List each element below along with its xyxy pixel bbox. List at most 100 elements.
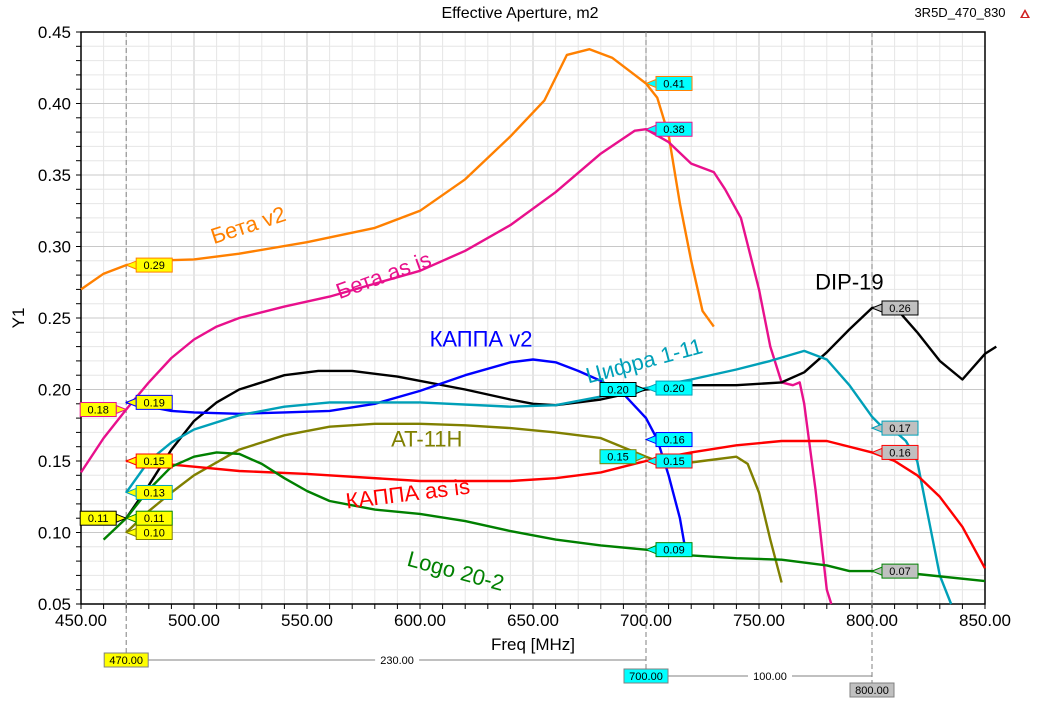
x-tick-label: 850.00	[959, 611, 1011, 630]
marker-readout: 0.17	[870, 420, 919, 436]
marker-readout: 0.41	[644, 75, 693, 91]
y-tick-label: 0.25	[38, 309, 71, 328]
x-tick-label: 650.00	[507, 611, 559, 630]
marker-readout: 0.07	[870, 563, 919, 579]
grid	[80, 31, 986, 605]
readout-box	[135, 453, 173, 469]
marker-readout: 0.19	[124, 394, 173, 410]
readout-value: 0.15	[607, 452, 628, 464]
y-tick-label: 0.30	[38, 238, 71, 257]
series-line	[79, 127, 833, 605]
readout-pointer	[644, 434, 657, 445]
tick-labels: 450.00 500.00 550.00 600.00 650.00 700.00 750.…	[38, 23, 1011, 630]
marker-readouts: 0.29 0.19 0.18 0.15 0.13 0.11 0.11 0.10 0.41 0.38…	[79, 75, 919, 579]
series-line	[125, 422, 783, 583]
readout-box	[881, 563, 919, 579]
chart-title: Effective Aperture, m2	[441, 5, 598, 22]
readout-value: 0.29	[143, 260, 164, 272]
marker-readout: 0.11	[124, 510, 173, 526]
y-tick-label: 0.35	[38, 166, 71, 185]
readout-value: 0.10	[143, 528, 164, 540]
x-tick-label: 600.00	[394, 611, 446, 630]
readout-value: 0.17	[889, 423, 910, 435]
readout-value: 0.07	[889, 566, 910, 578]
curve-label: DIP-19	[815, 269, 883, 294]
readout-pointer	[124, 260, 137, 270]
delta-label-bg	[375, 653, 420, 667]
x-tick-label: 550.00	[281, 611, 333, 630]
readout-pointer	[124, 456, 137, 466]
marker-deltas: 470.00 700.00 800.00 230.00 100.00	[103, 652, 895, 698]
marker-readout: 0.38	[644, 121, 693, 137]
readout-value: 0.20	[663, 383, 684, 395]
marker-readout: 0.09	[644, 542, 693, 558]
marker-readout: 0.16	[644, 432, 693, 448]
y-tick-label: 0.10	[38, 524, 71, 543]
marker-readout: 0.20	[644, 380, 693, 396]
readout-box	[599, 382, 637, 397]
project-name: 3R5D_470_830	[914, 5, 1005, 20]
readout-box	[79, 402, 117, 418]
x-tick-label: 750.00	[733, 611, 785, 630]
readout-value: 0.41	[663, 78, 684, 90]
marker-readout: 0.26	[870, 300, 919, 316]
readout-value: 0.15	[143, 456, 164, 468]
readout-value: 0.26	[889, 303, 910, 315]
readout-box	[881, 420, 919, 436]
readout-value: 0.19	[143, 397, 164, 409]
readout-value: 0.20	[607, 385, 628, 397]
x-tick-label: 500.00	[168, 611, 220, 630]
marker-lines	[125, 32, 873, 690]
marker-readout: 0.11	[79, 510, 128, 526]
readout-box	[135, 394, 173, 410]
curve-label: AT-11H	[391, 427, 462, 452]
series-group	[79, 48, 997, 605]
readout-value: 0.38	[663, 124, 684, 136]
y-tick-label: 0.05	[38, 595, 71, 614]
marker-readout: 0.15	[124, 453, 173, 469]
delta-label: 230.00	[380, 655, 414, 667]
readout-box	[135, 525, 173, 540]
series-line	[125, 349, 953, 605]
curve-label: Бета v2	[208, 201, 289, 249]
y-tick-label: 0.45	[38, 23, 71, 42]
marker-readout: 0.20	[599, 382, 648, 397]
marker-readout: 0.10	[124, 525, 173, 540]
marker-readout: 0.13	[124, 484, 173, 500]
series-line	[102, 451, 986, 583]
y-tick-label: 0.40	[38, 95, 71, 114]
delta-label-bg	[748, 669, 792, 683]
readout-box	[135, 484, 173, 500]
readout-pointer	[870, 423, 883, 433]
y-tick-label: 0.20	[38, 381, 71, 400]
ansys-logo-icon	[1020, 9, 1030, 18]
readout-value: 0.15	[663, 456, 684, 468]
readout-box	[881, 300, 919, 316]
readout-pointer	[870, 303, 883, 313]
readout-box	[135, 257, 173, 273]
readout-box	[655, 542, 693, 558]
marker-x-value: 470.00	[109, 655, 143, 667]
curve-label: Бета as is	[333, 246, 435, 303]
series-line	[125, 358, 686, 545]
readout-box	[599, 449, 637, 465]
marker-readout: 0.15	[599, 449, 648, 465]
curve-label: КАППА v2	[430, 327, 533, 352]
marker-readout: 0.16	[870, 444, 919, 460]
readout-value: 0.11	[88, 513, 109, 525]
readout-value: 0.11	[144, 513, 165, 525]
readout-pointer	[870, 566, 883, 576]
readout-box	[655, 75, 693, 91]
readout-pointer	[635, 384, 648, 395]
readout-pointer	[644, 383, 657, 393]
readout-value: 0.16	[663, 435, 684, 447]
marker-readout: 0.29	[124, 257, 173, 273]
marker-x-box	[849, 682, 895, 698]
delta-label: 100.00	[753, 671, 787, 683]
marker-readout: 0.15	[644, 453, 693, 469]
x-tick-label: 450.00	[55, 611, 107, 630]
readout-box	[655, 121, 693, 137]
readout-box	[655, 432, 693, 448]
